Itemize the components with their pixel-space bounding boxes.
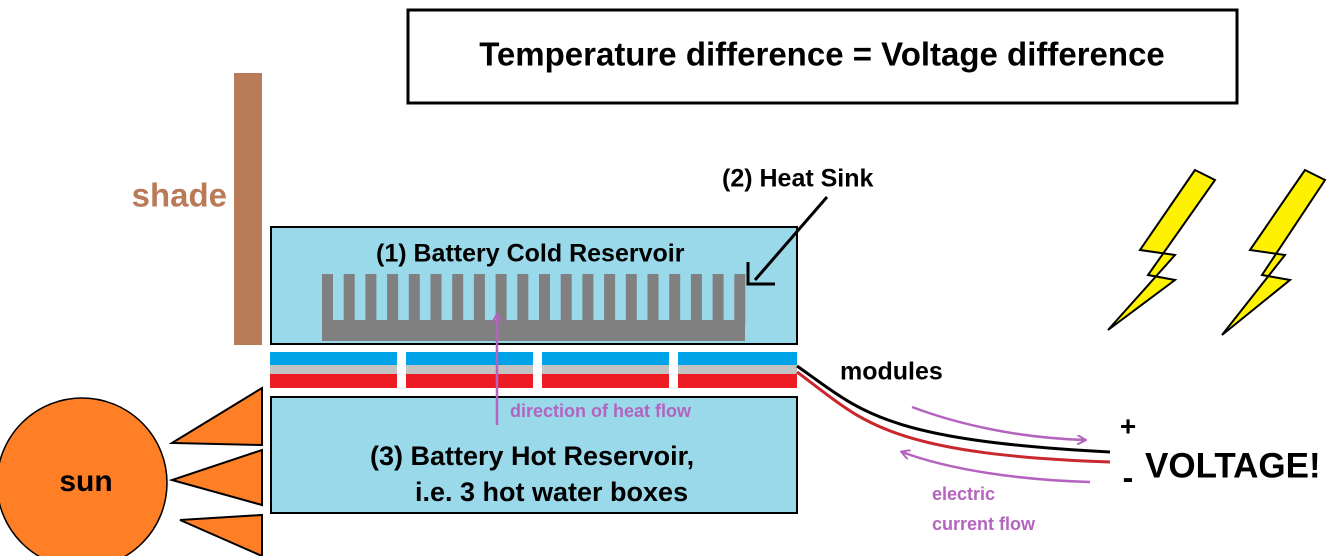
module-cold <box>270 352 397 365</box>
fin <box>452 274 464 324</box>
title-box <box>406 8 1239 105</box>
voltage-label: VOLTAGE! <box>1145 446 1321 485</box>
wire-black <box>796 364 1111 454</box>
hot-label-1: (3) Battery Hot Reservoir, <box>370 441 694 471</box>
sun-ray <box>168 386 263 447</box>
cold-label: (1) Battery Cold Reservoir <box>376 240 685 268</box>
module-hot <box>406 374 533 388</box>
fin <box>473 274 485 324</box>
sun-ray <box>168 448 263 507</box>
fin <box>408 274 420 324</box>
sun-ray <box>179 513 263 556</box>
minus: - <box>1123 459 1134 495</box>
plus: + <box>1120 410 1136 441</box>
module-hot <box>542 374 669 388</box>
fin <box>604 274 616 324</box>
fin <box>582 274 594 324</box>
hot-reservoir <box>270 396 798 514</box>
module-mid <box>542 365 669 374</box>
fin <box>517 274 529 324</box>
fin <box>322 274 333 324</box>
fin <box>690 274 702 324</box>
fin <box>560 274 572 324</box>
sun-label: sun <box>59 465 112 498</box>
lightning <box>1221 168 1327 336</box>
pointer-head <box>746 262 775 286</box>
fin <box>387 274 399 324</box>
module-cold <box>678 352 797 365</box>
module-cold <box>542 352 669 365</box>
shade-bar <box>234 73 262 345</box>
wire-red <box>796 370 1111 464</box>
pointer-line <box>753 196 829 281</box>
fin <box>539 274 550 324</box>
fin <box>712 274 724 324</box>
current-arrow <box>911 405 1085 440</box>
heat-sink-label: (2) Heat Sink <box>722 165 874 193</box>
modules <box>270 352 797 388</box>
lightning <box>1107 168 1217 331</box>
module-mid <box>270 365 397 374</box>
module-mid <box>406 365 533 374</box>
fin <box>647 274 659 324</box>
fin <box>495 274 507 324</box>
fin <box>365 274 377 324</box>
fin <box>430 274 442 324</box>
heat-sink <box>322 274 746 341</box>
current-arrow <box>902 452 1091 484</box>
module-mid <box>678 365 797 374</box>
hot-label-2: i.e. 3 hot water boxes <box>415 477 688 507</box>
current-label-2: current flow <box>932 514 1036 534</box>
fin <box>734 274 746 324</box>
fin <box>343 274 355 324</box>
modules-label: modules <box>840 358 943 386</box>
heat-flow-label: direction of heat flow <box>510 401 692 421</box>
fin <box>669 274 681 324</box>
fin <box>625 274 637 324</box>
module-hot <box>678 374 797 388</box>
sun <box>0 397 168 556</box>
module-cold <box>406 352 533 365</box>
shade-label: shade <box>132 177 227 214</box>
title: Temperature difference = Voltage differe… <box>479 36 1165 73</box>
module-hot <box>270 374 397 388</box>
current-label-1: electric <box>932 484 995 504</box>
